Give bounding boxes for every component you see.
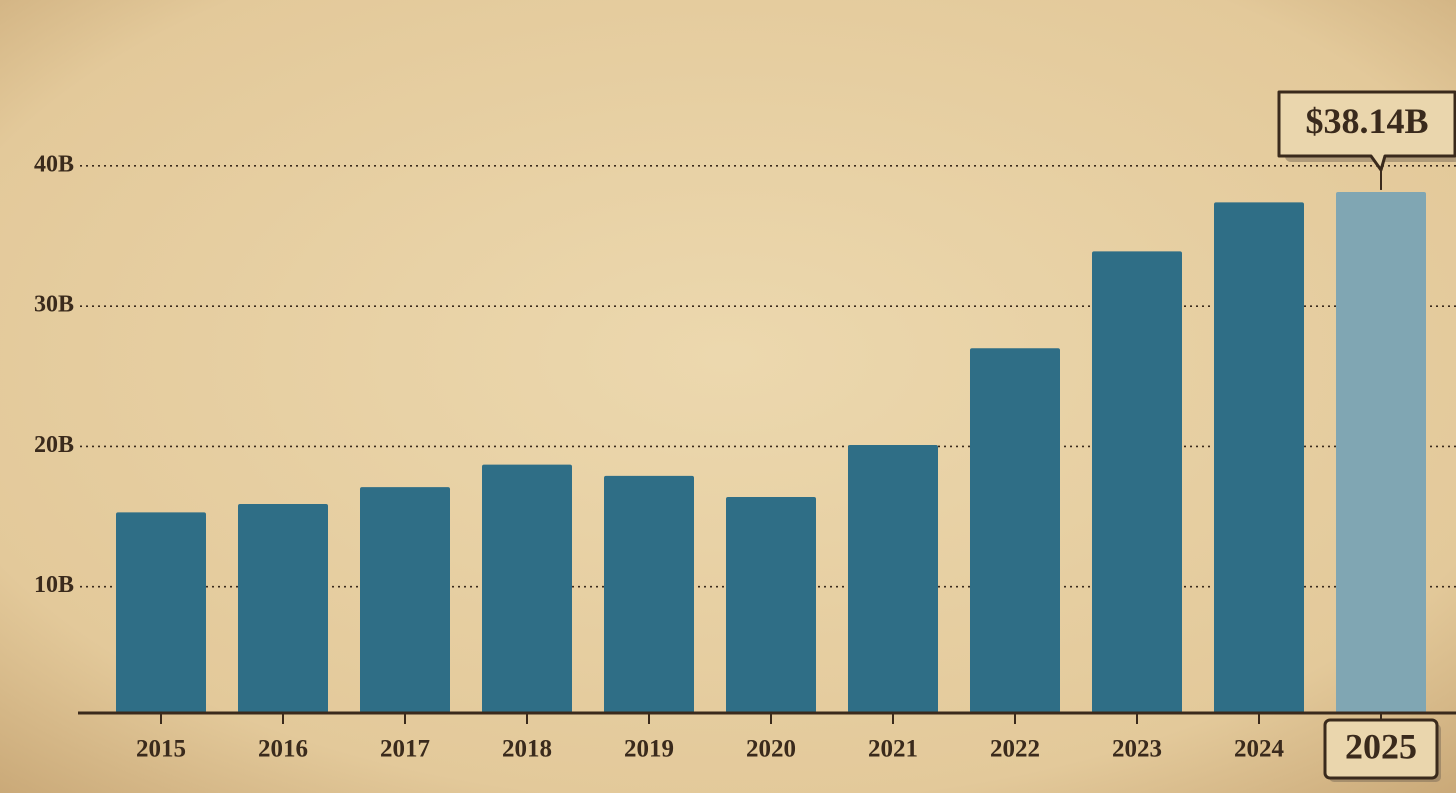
x-tick-label: 2015 [136, 736, 186, 763]
y-tick-label: 40B [34, 151, 74, 177]
bar [604, 475, 694, 713]
bars [116, 191, 1426, 713]
x-tick-label: 2023 [1112, 736, 1162, 763]
bar [238, 503, 328, 713]
bar [848, 445, 938, 713]
bar [1336, 191, 1426, 713]
x-tick-label: 2024 [1234, 736, 1285, 763]
x-tick-label: 2022 [990, 736, 1040, 763]
y-tick-label: 10B [34, 572, 74, 598]
bar [360, 487, 450, 713]
annotation-box [1277, 90, 1456, 172]
x-tick-label: 2020 [746, 736, 796, 763]
x-tick-label: 2021 [868, 736, 918, 763]
bar [482, 464, 572, 713]
x-tick-label: 2016 [258, 736, 308, 763]
labels: 10B 20B 30B 40B 2015 2016 2017 2018 2019 2020 2021… [34, 90, 1456, 782]
bar [970, 348, 1060, 713]
x-tick-label: 2019 [624, 736, 674, 763]
x-tick-label: 2017 [380, 736, 430, 763]
value-label: $38.14B [1305, 101, 1428, 141]
category-box [1323, 718, 1439, 780]
y-tick-label: 30B [34, 292, 74, 318]
x-tick-label: 2025 [1345, 726, 1417, 766]
bar [726, 496, 816, 713]
x-tick-label: 2018 [502, 736, 552, 763]
y-tick-label: 20B [34, 432, 74, 458]
bar [1092, 251, 1182, 713]
bar [1214, 202, 1304, 713]
bar [116, 512, 206, 713]
